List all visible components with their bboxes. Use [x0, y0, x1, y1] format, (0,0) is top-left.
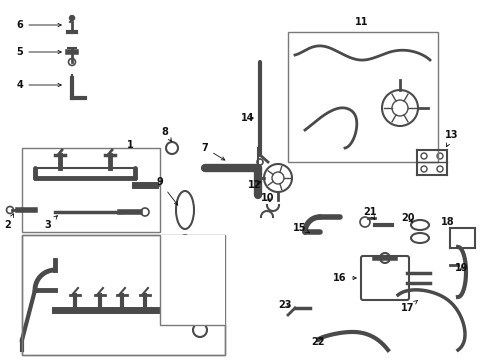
Text: 20: 20 — [401, 213, 415, 223]
Text: 19: 19 — [455, 263, 469, 273]
Text: 17: 17 — [401, 300, 417, 313]
Text: 15: 15 — [293, 223, 310, 233]
Text: 1: 1 — [126, 140, 133, 150]
Text: 6: 6 — [17, 20, 61, 30]
Text: 22: 22 — [311, 337, 325, 347]
Text: 4: 4 — [17, 80, 61, 90]
Bar — [160, 235, 225, 325]
Text: 16: 16 — [333, 273, 356, 283]
Bar — [22, 148, 160, 232]
Text: 3: 3 — [45, 216, 57, 230]
Text: 9: 9 — [157, 177, 178, 205]
Text: 8: 8 — [162, 127, 172, 141]
Text: 7: 7 — [201, 143, 225, 160]
Text: 18: 18 — [441, 217, 455, 227]
Text: 21: 21 — [363, 207, 377, 220]
Text: 12: 12 — [248, 180, 262, 190]
Text: 2: 2 — [4, 214, 14, 230]
Bar — [22, 235, 225, 355]
Text: 11: 11 — [355, 17, 369, 27]
Text: 13: 13 — [445, 130, 459, 147]
Text: 10: 10 — [261, 193, 275, 203]
Text: 5: 5 — [17, 47, 61, 57]
Bar — [288, 32, 438, 162]
Text: 23: 23 — [278, 300, 292, 310]
Circle shape — [70, 15, 74, 21]
Text: 14: 14 — [241, 113, 255, 123]
